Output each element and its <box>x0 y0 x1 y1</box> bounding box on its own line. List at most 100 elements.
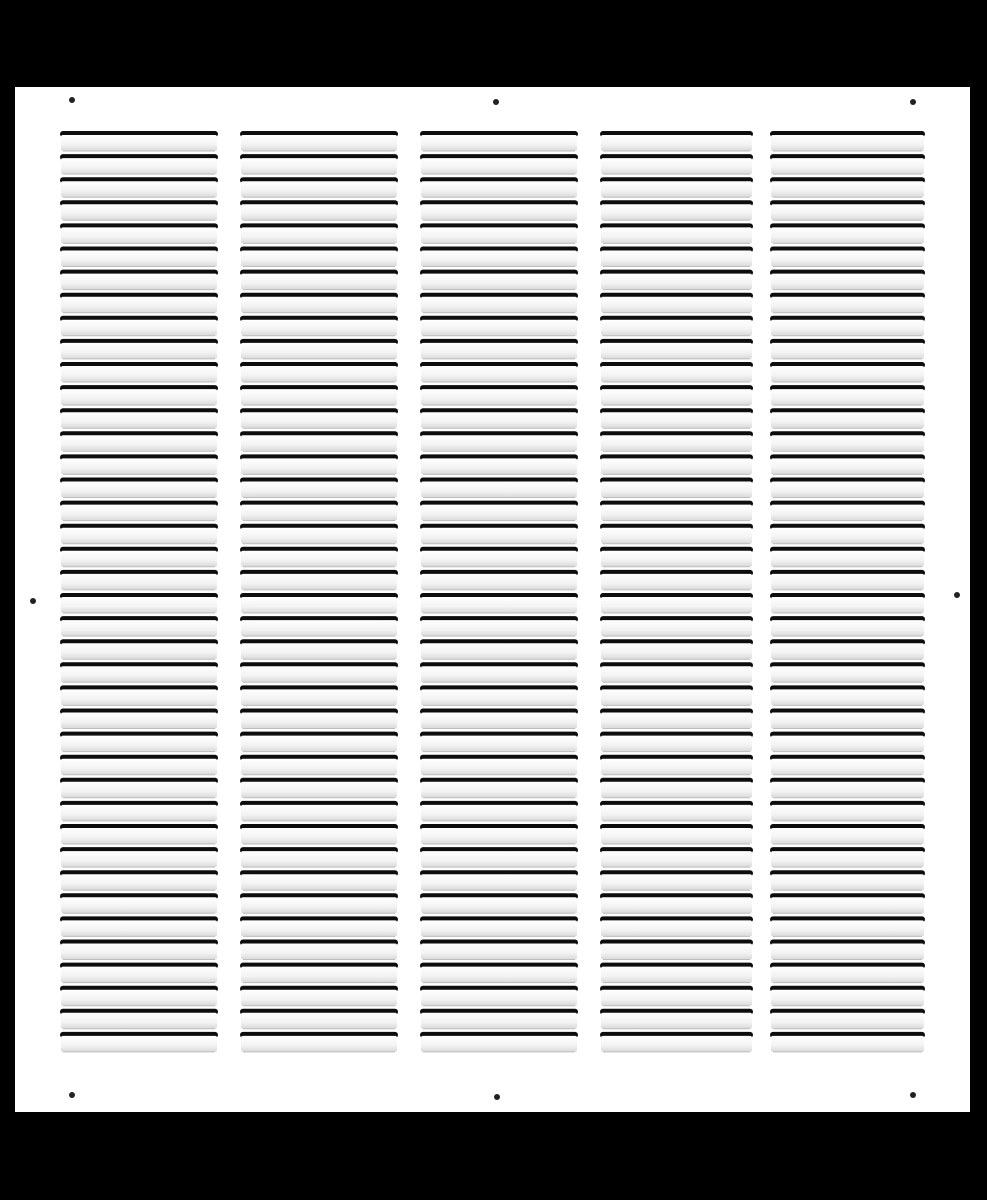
louver <box>60 292 218 314</box>
louver <box>600 177 753 198</box>
louver-blade <box>421 481 577 498</box>
louver-blade <box>771 181 924 198</box>
louver-blade <box>61 758 217 775</box>
louver <box>240 546 398 568</box>
louver-blade <box>771 227 924 244</box>
louver <box>420 731 578 753</box>
louver <box>60 662 218 683</box>
louver-field <box>60 131 925 1053</box>
louver <box>240 269 398 291</box>
louver-blade <box>601 735 752 752</box>
louver <box>240 870 398 891</box>
louver <box>60 1008 218 1030</box>
louver-blade <box>241 550 397 567</box>
louver-blade <box>61 920 217 937</box>
louver <box>770 1008 925 1030</box>
louver-blade <box>241 412 397 429</box>
louver <box>420 177 578 198</box>
louver <box>420 824 578 845</box>
louver-blade <box>61 943 217 960</box>
louver-column <box>600 131 753 1053</box>
louver-blade <box>601 828 752 844</box>
louver-blade <box>771 250 924 267</box>
louver-blade <box>241 527 397 544</box>
louver <box>600 408 753 429</box>
louver <box>770 685 925 706</box>
louver-blade <box>61 874 217 891</box>
louver-blade <box>61 481 217 498</box>
louver <box>60 777 218 799</box>
louver-blade <box>601 296 752 313</box>
louver <box>600 500 753 522</box>
louver <box>600 916 753 937</box>
louver-blade <box>601 597 752 613</box>
louver-blade <box>241 989 397 1006</box>
louver <box>770 154 925 175</box>
louver <box>60 939 218 960</box>
louver <box>770 546 925 568</box>
louver-blade <box>771 966 924 983</box>
louver <box>600 962 753 984</box>
screw-hole <box>910 1092 916 1098</box>
louver-blade <box>601 758 752 775</box>
louver-blade <box>771 1035 924 1052</box>
louver-blade <box>421 573 577 590</box>
louver <box>60 177 218 198</box>
louver <box>240 131 398 152</box>
louver-blade <box>421 874 577 891</box>
louver <box>420 754 578 776</box>
louver <box>770 385 925 406</box>
louver-blade <box>421 319 577 336</box>
louver <box>60 847 218 868</box>
louver <box>240 985 398 1007</box>
louver-blade <box>421 504 577 521</box>
louver-blade <box>771 851 924 868</box>
louver <box>60 523 218 545</box>
louver-blade <box>771 504 924 521</box>
louver-blade <box>421 828 577 844</box>
louver-blade <box>421 135 577 151</box>
louver-blade <box>241 389 397 406</box>
louver <box>600 985 753 1007</box>
louver-blade <box>241 804 397 821</box>
louver-blade <box>771 804 924 821</box>
louver <box>420 708 578 729</box>
louver-column <box>420 131 578 1053</box>
louver-blade <box>601 1035 752 1052</box>
louver <box>240 893 398 914</box>
louver <box>770 731 925 753</box>
louver-blade <box>241 181 397 198</box>
louver <box>770 939 925 960</box>
louver-blade <box>241 712 397 729</box>
louver <box>600 246 753 267</box>
louver <box>420 269 578 291</box>
louver-blade <box>771 666 924 683</box>
louver-blade <box>61 158 217 175</box>
louver <box>420 639 578 660</box>
louver <box>420 847 578 868</box>
louver <box>240 708 398 729</box>
louver <box>240 246 398 267</box>
louver <box>420 454 578 475</box>
louver <box>60 385 218 406</box>
louver-blade <box>601 435 752 452</box>
louver-blade <box>601 366 752 382</box>
louver-blade <box>241 319 397 336</box>
louver <box>770 223 925 244</box>
louver-blade <box>771 435 924 452</box>
louver <box>770 431 925 452</box>
louver <box>60 639 218 660</box>
louver <box>600 824 753 845</box>
louver-blade <box>61 712 217 729</box>
louver-blade <box>61 897 217 914</box>
louver <box>240 477 398 498</box>
louver-blade <box>241 227 397 244</box>
louver <box>240 177 398 198</box>
louver <box>420 408 578 429</box>
louver <box>600 338 753 360</box>
louver-blade <box>601 227 752 244</box>
louver-blade <box>241 920 397 937</box>
louver <box>600 662 753 683</box>
louver-blade <box>771 458 924 475</box>
louver-blade <box>241 296 397 313</box>
